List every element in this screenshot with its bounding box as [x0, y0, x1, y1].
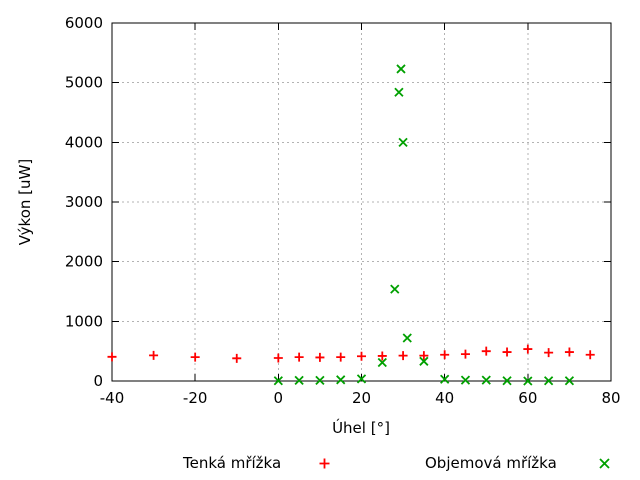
- y-tick-label: 1000: [65, 312, 103, 330]
- gridlines: [112, 23, 611, 381]
- y-tick-label: 4000: [65, 133, 103, 151]
- y-tick-label: 3000: [65, 193, 103, 211]
- data-point: [419, 356, 429, 366]
- data-point: [149, 350, 159, 360]
- x-tick-label: 40: [435, 389, 454, 407]
- y-tick-label: 6000: [65, 14, 103, 32]
- y-tick-label: 5000: [65, 74, 103, 92]
- data-point: [585, 350, 595, 360]
- data-point: [394, 87, 404, 97]
- y-axis-label: Výkon [uW]: [16, 158, 34, 246]
- data-point: [107, 352, 117, 362]
- data-point: [544, 348, 554, 358]
- x-tick-label: 60: [518, 389, 537, 407]
- data-point: [273, 376, 283, 386]
- x-tick-label: -20: [183, 389, 208, 407]
- data-point: [377, 351, 387, 361]
- data-point: [543, 376, 554, 386]
- y-tick-label: 2000: [65, 253, 103, 271]
- y-tick-label: 0: [93, 372, 103, 390]
- x-tick-label: -40: [100, 389, 125, 407]
- data-point: [294, 375, 304, 386]
- x-axis-label: Úhel [°]: [332, 419, 390, 437]
- data-point: [460, 375, 471, 385]
- data-point: [396, 64, 406, 74]
- data-point: [294, 352, 304, 362]
- data-point: [273, 353, 283, 363]
- tick-labels: -40 -20 0 20 40 60 80 0 1000 2000 3000 4000 5000 6000: [65, 14, 621, 407]
- data-point: [357, 351, 366, 361]
- x-tick-label: 20: [352, 389, 371, 407]
- data-point: [440, 350, 450, 360]
- cross-marker-icon: [599, 458, 610, 469]
- data-point: [502, 376, 512, 386]
- series-1: [273, 64, 575, 386]
- cross-marker-glyph: [599, 458, 610, 469]
- legend-label-volume-grating: Objemová mřížka: [425, 454, 557, 472]
- data-point: [564, 347, 574, 357]
- data-point: [398, 351, 408, 361]
- data-point: [481, 346, 491, 356]
- data-point: [336, 352, 346, 362]
- data-point: [336, 375, 346, 385]
- data-point: [232, 353, 242, 363]
- data-point: [440, 374, 450, 384]
- data-point: [523, 344, 533, 354]
- data-point: [377, 357, 387, 368]
- data-point: [390, 284, 400, 294]
- x-tick-label: 80: [601, 389, 620, 407]
- x-tick-label: 0: [274, 389, 284, 407]
- data-point: [523, 376, 533, 386]
- plot-border: [111, 22, 612, 382]
- data-point: [502, 347, 512, 357]
- plus-marker-icon: [319, 458, 330, 469]
- legend-label-thin-grating: Tenká mřížka: [183, 454, 282, 472]
- data-point: [460, 349, 470, 359]
- data-point: [315, 352, 325, 362]
- plus-marker-glyph: [319, 458, 330, 469]
- series-0: [107, 344, 595, 363]
- data-point: [419, 351, 429, 361]
- data-point: [315, 375, 325, 386]
- data-point: [190, 352, 200, 362]
- data-point: [398, 137, 408, 147]
- axis-ticks: [111, 22, 612, 382]
- data-point: [481, 375, 491, 385]
- data-point: [402, 333, 412, 343]
- data-point: [564, 376, 575, 386]
- data-point: [356, 374, 367, 384]
